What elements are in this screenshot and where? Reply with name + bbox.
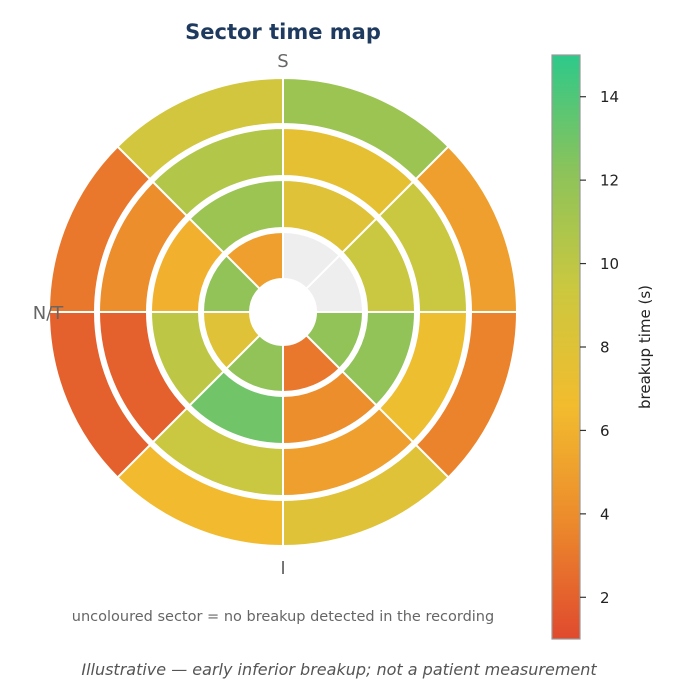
missing-data-note: uncoloured sector = no breakup detected … [72,609,494,625]
chart-title: Sector time map [185,20,381,44]
colorbar-tick-label: 8 [600,339,610,357]
colorbar-tick-label: 2 [600,589,610,607]
colorbar-tick-label: 10 [600,255,619,273]
colorbar-tick-label: 12 [600,172,619,190]
colorbar-label: breakup time (s) [636,285,654,409]
colorbar-tick-label: 6 [600,422,610,440]
orientation-label-top: S [277,51,288,72]
sector-1-8 [225,230,284,291]
orientation-label-bottom: I [280,558,285,579]
sector-wedges [47,76,519,548]
sector-2-8 [188,178,284,255]
orientation-label-left: N/T [33,303,65,324]
colorbar-tick-label: 4 [600,505,610,523]
sector-3-8 [151,126,284,218]
colorbar [551,54,581,640]
colorbar-tick-label: 14 [600,88,619,106]
figure-caption: Illustrative — early inferior breakup; n… [81,660,597,679]
colorbar-ticks: 2 4 6 8 10 12 14 [580,88,619,607]
sector-4-8 [116,76,284,181]
